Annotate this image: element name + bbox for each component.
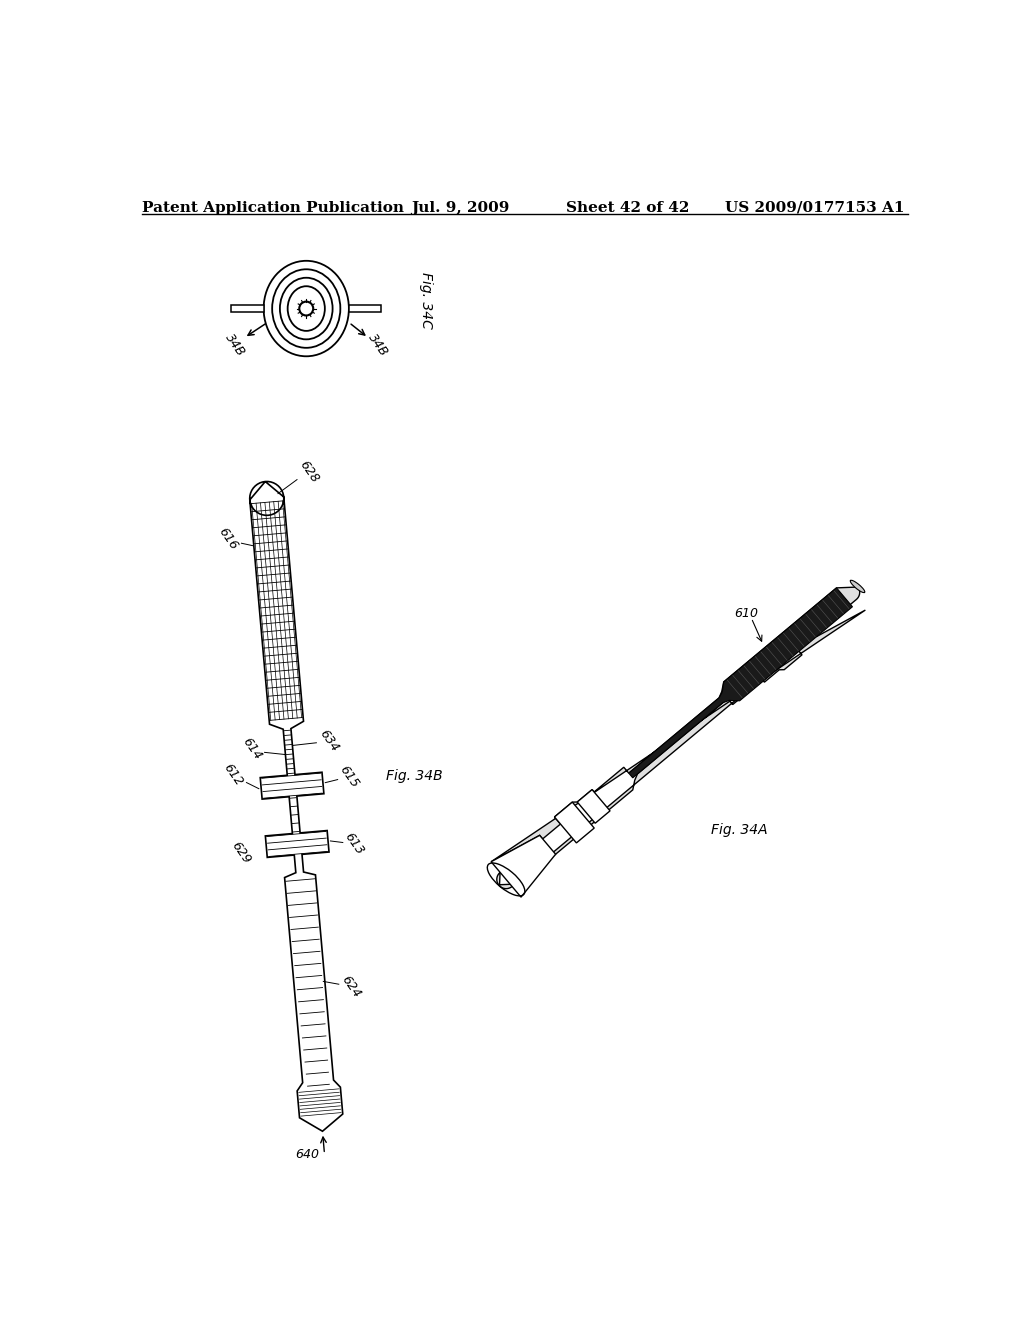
Text: Fig. 34C: Fig. 34C: [420, 272, 433, 329]
Text: 610: 610: [734, 607, 758, 620]
Ellipse shape: [850, 581, 865, 593]
Text: 614: 614: [240, 735, 264, 763]
Text: 629: 629: [228, 840, 253, 867]
Text: 34B: 34B: [366, 331, 391, 359]
Text: US 2009/0177153 A1: US 2009/0177153 A1: [725, 201, 904, 215]
Text: 34B: 34B: [222, 331, 248, 359]
Text: 615: 615: [336, 763, 360, 791]
Text: 628: 628: [297, 458, 322, 486]
Bar: [349, 305, 381, 313]
Text: Sheet 42 of 42: Sheet 42 of 42: [566, 201, 689, 215]
Polygon shape: [554, 803, 594, 843]
Polygon shape: [578, 789, 610, 824]
Polygon shape: [492, 587, 865, 888]
Text: Fig. 34B: Fig. 34B: [386, 770, 443, 783]
Text: Patent Application Publication: Patent Application Publication: [142, 201, 403, 215]
Text: 640: 640: [295, 1148, 318, 1160]
Polygon shape: [250, 482, 343, 1131]
Text: 612: 612: [220, 762, 245, 788]
Polygon shape: [492, 836, 556, 898]
Text: 634: 634: [316, 727, 341, 754]
Text: Jul. 9, 2009: Jul. 9, 2009: [411, 201, 509, 215]
Bar: [231, 305, 263, 313]
Text: 624: 624: [339, 974, 364, 1001]
Polygon shape: [629, 587, 852, 777]
Text: 613: 613: [341, 830, 366, 858]
Text: Fig. 34A: Fig. 34A: [712, 822, 768, 837]
Text: 616: 616: [215, 525, 240, 552]
